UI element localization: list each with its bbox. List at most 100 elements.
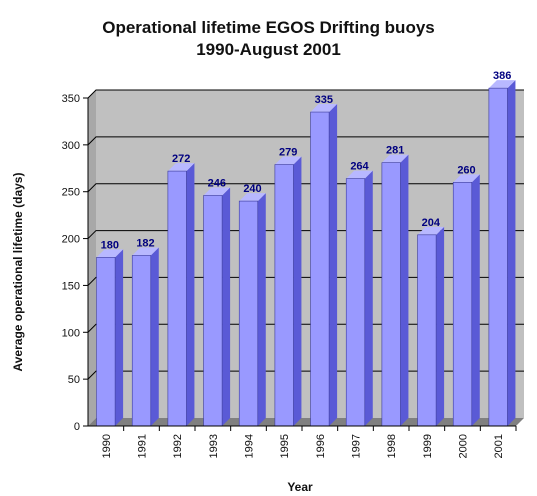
y-tick-label: 350: [62, 93, 80, 105]
bar-side: [507, 80, 516, 426]
gridline: [87, 323, 524, 333]
bar-side: [293, 156, 302, 426]
bar: [310, 104, 338, 427]
y-tick-label: 0: [74, 421, 80, 433]
y-tick-label: 250: [62, 187, 80, 199]
bar: [417, 226, 445, 427]
x-tick-label: 1991: [137, 434, 149, 458]
x-tick-label: 2001: [493, 434, 505, 458]
x-tick-label: 1994: [244, 434, 256, 458]
bar: [452, 174, 480, 427]
data-label: 281: [386, 145, 404, 157]
bar-side: [115, 249, 124, 426]
y-axis-label: Average operational lifetime (days): [11, 173, 25, 372]
x-tick-label: 1999: [422, 434, 434, 458]
bar-side: [436, 226, 445, 426]
bar-front: [381, 162, 401, 427]
y-tick-label: 50: [68, 374, 80, 386]
data-label: 279: [279, 147, 297, 159]
bar-side: [222, 187, 231, 426]
bar-front: [274, 164, 294, 427]
bar-front: [310, 111, 330, 427]
data-label: 272: [172, 153, 190, 165]
bar-top: [239, 193, 266, 202]
gridlines: [87, 89, 524, 380]
plot-wall: [96, 90, 524, 418]
gridline: [87, 370, 524, 380]
bar-front: [96, 257, 116, 427]
y-tick-label: 100: [62, 327, 80, 339]
plot-area: [88, 90, 524, 426]
x-tick-label: 1992: [172, 434, 184, 458]
bar: [131, 247, 159, 427]
bar-top: [167, 163, 195, 172]
x-tick-label: 1993: [208, 434, 220, 458]
gridline: [87, 136, 524, 146]
bar-side: [257, 193, 266, 426]
bar-top: [381, 154, 409, 163]
y-tick-label: 200: [62, 234, 80, 246]
bar-top: [132, 247, 159, 256]
bar-front: [131, 255, 152, 427]
bar-side: [186, 163, 195, 426]
bar-side: [150, 247, 159, 426]
bar: [203, 187, 231, 427]
bar-side: [364, 170, 373, 426]
bar: [345, 170, 373, 427]
bar-side: [471, 174, 480, 426]
bar-top: [417, 226, 445, 235]
gridline: [87, 230, 524, 239]
data-label: 180: [101, 239, 119, 251]
bar: [274, 156, 302, 427]
bar-top: [346, 170, 373, 179]
y-tick-label: 300: [62, 140, 80, 152]
bar-side: [329, 104, 338, 427]
bar: [238, 193, 266, 427]
bar-top: [310, 104, 338, 113]
data-label: 264: [350, 161, 369, 173]
bar: [381, 154, 409, 427]
data-label: 182: [136, 237, 154, 249]
bar-front: [488, 87, 508, 427]
x-tick-label: 1990: [101, 434, 113, 458]
bar-top: [488, 80, 516, 89]
bar-top: [96, 249, 124, 258]
bar-top: [453, 174, 480, 183]
bar-front: [345, 178, 366, 427]
data-label: 204: [422, 217, 441, 229]
x-tick-label: 2000: [458, 434, 470, 458]
data-label: 335: [315, 94, 333, 106]
chart-subtitle: 1990-August 2001: [196, 40, 341, 59]
data-label: 246: [208, 177, 226, 189]
bar-side: [400, 154, 409, 427]
gridline: [87, 276, 524, 286]
bar-front: [203, 195, 223, 427]
x-tick-label: 1996: [315, 434, 327, 458]
bar-front: [452, 182, 473, 427]
chart-title: Operational lifetime EGOS Drifting buoys: [102, 18, 435, 37]
bar-top: [274, 156, 302, 165]
bar-front: [238, 200, 259, 427]
bar: [488, 80, 516, 427]
bar: [96, 249, 124, 427]
gridline: [87, 89, 524, 99]
data-label: 260: [457, 164, 475, 176]
bar: [167, 163, 195, 427]
y-tick-label: 150: [62, 280, 80, 292]
bar-front: [167, 170, 187, 427]
gridline: [87, 183, 524, 193]
y-tick-labels-group: 0 50 100 150 200 250 300 350: [62, 93, 88, 433]
data-label: 386: [493, 70, 511, 82]
data-labels-group: 180 182 272 246 240 279 335 264 281 204 260 386: [101, 70, 512, 251]
x-axis-label: Year: [287, 480, 313, 494]
plot-floor: [88, 418, 524, 426]
bar-top: [203, 187, 231, 196]
plot-side-wall: [88, 90, 96, 426]
x-tick-labels-group: 1990 1991 1992 1993 1994 1995 1996 1997 1998 1999…: [101, 426, 517, 458]
bar-front: [417, 234, 437, 427]
x-tick-label: 1998: [386, 434, 398, 458]
data-label: 240: [243, 183, 261, 195]
x-tick-label: 1997: [351, 434, 363, 458]
x-tick-label: 1995: [279, 434, 291, 458]
